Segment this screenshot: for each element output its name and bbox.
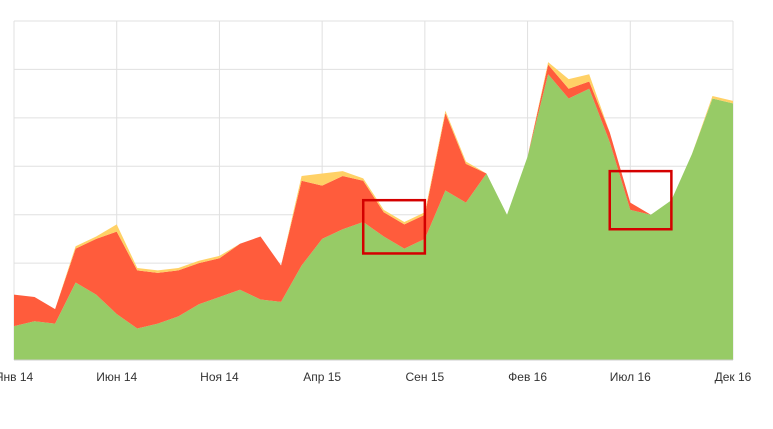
x-tick-label: Июл 16 xyxy=(610,370,651,384)
x-tick-label: Фев 16 xyxy=(508,370,547,384)
area-layer xyxy=(14,62,733,361)
x-tick-label: Июн 14 xyxy=(96,370,137,384)
x-tick-label: Апр 15 xyxy=(303,370,341,384)
series-2-area xyxy=(14,64,733,329)
x-tick-label: Янв 14 xyxy=(0,370,33,384)
x-tick-label: Дек 16 xyxy=(715,370,752,384)
highlight-box-2 xyxy=(608,169,673,231)
axis-layer: Янв 14 Июн 14 Ноя 14 Апр 15 Сен 15 Фев 16 Июл … xyxy=(0,359,752,384)
x-tick-label: Ноя 14 xyxy=(200,370,239,384)
series-1-area xyxy=(14,74,733,361)
x-tick-label: Сен 15 xyxy=(406,370,445,384)
highlight-box-1 xyxy=(361,198,427,255)
highlight-layer xyxy=(361,169,673,255)
